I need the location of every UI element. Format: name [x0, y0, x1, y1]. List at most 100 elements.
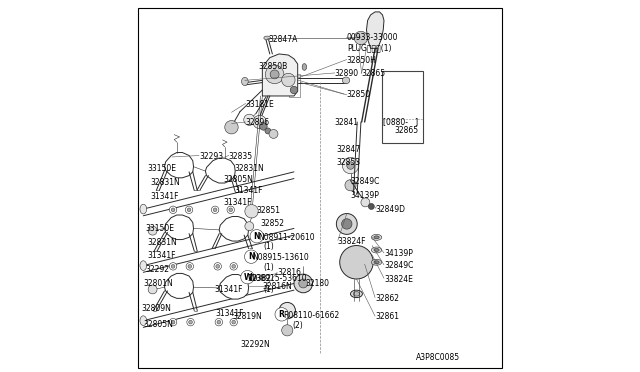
Circle shape — [187, 208, 191, 212]
Circle shape — [250, 230, 264, 243]
Text: 32847: 32847 — [337, 145, 361, 154]
Circle shape — [232, 320, 236, 324]
Circle shape — [342, 219, 352, 229]
Text: N08911-20610: N08911-20610 — [258, 233, 314, 242]
Ellipse shape — [140, 261, 147, 270]
Text: 32850H: 32850H — [347, 56, 377, 65]
Text: 33824E: 33824E — [384, 275, 413, 283]
Circle shape — [241, 270, 254, 284]
Text: R: R — [279, 310, 285, 319]
Circle shape — [187, 318, 195, 326]
Text: N: N — [253, 232, 260, 241]
Text: 00933-33000: 00933-33000 — [347, 33, 398, 42]
Circle shape — [148, 285, 157, 294]
Polygon shape — [164, 273, 193, 298]
Polygon shape — [219, 275, 248, 299]
Circle shape — [216, 264, 220, 268]
Text: 32382: 32382 — [248, 274, 271, 283]
Text: 32862: 32862 — [375, 294, 399, 303]
Circle shape — [170, 206, 177, 214]
Text: 31341F: 31341F — [223, 198, 252, 207]
Text: 32816: 32816 — [277, 268, 301, 277]
Circle shape — [148, 226, 157, 235]
Polygon shape — [390, 87, 405, 119]
Text: 32809N: 32809N — [141, 304, 172, 313]
Text: 32852: 32852 — [260, 219, 285, 228]
Circle shape — [275, 308, 289, 321]
Circle shape — [294, 274, 312, 293]
Circle shape — [269, 129, 278, 138]
Circle shape — [211, 206, 219, 214]
Circle shape — [342, 157, 358, 174]
Text: 32865: 32865 — [394, 126, 419, 135]
Circle shape — [215, 318, 223, 326]
Text: 32849C: 32849C — [384, 262, 413, 270]
Ellipse shape — [264, 36, 271, 40]
Polygon shape — [367, 12, 384, 48]
Circle shape — [282, 325, 293, 336]
Text: 31341F: 31341F — [147, 251, 175, 260]
Polygon shape — [262, 54, 298, 96]
Text: 31341F: 31341F — [151, 192, 179, 201]
Text: 32293: 32293 — [199, 152, 223, 161]
Text: (2): (2) — [292, 321, 303, 330]
Text: 31341F: 31341F — [214, 285, 243, 294]
Text: 32850B: 32850B — [259, 62, 288, 71]
Text: PLUGプラグ(1): PLUGプラグ(1) — [347, 43, 391, 52]
Text: 32865: 32865 — [362, 69, 386, 78]
Text: 33181E: 33181E — [246, 100, 275, 109]
FancyBboxPatch shape — [381, 71, 424, 143]
Circle shape — [230, 318, 237, 326]
Circle shape — [345, 180, 356, 191]
Ellipse shape — [371, 247, 381, 253]
Text: 31341F: 31341F — [234, 186, 263, 195]
Circle shape — [172, 264, 175, 268]
Text: 32292: 32292 — [145, 265, 169, 274]
Text: (1): (1) — [264, 285, 274, 294]
Circle shape — [245, 205, 259, 218]
Circle shape — [340, 246, 373, 279]
Circle shape — [361, 198, 370, 207]
Ellipse shape — [140, 204, 147, 214]
Circle shape — [170, 318, 177, 326]
Text: 32861: 32861 — [375, 312, 399, 321]
Circle shape — [270, 70, 279, 79]
Ellipse shape — [241, 77, 248, 86]
Ellipse shape — [302, 64, 307, 70]
Ellipse shape — [353, 292, 360, 296]
Circle shape — [260, 123, 267, 130]
Ellipse shape — [371, 234, 381, 240]
Text: (1): (1) — [264, 242, 274, 251]
Circle shape — [225, 121, 238, 134]
Circle shape — [279, 302, 296, 319]
Text: A3P8C0085: A3P8C0085 — [416, 353, 460, 362]
Text: R08110-61662: R08110-61662 — [283, 311, 339, 320]
Circle shape — [232, 264, 236, 268]
Text: W08915-53610: W08915-53610 — [248, 274, 307, 283]
Polygon shape — [164, 153, 193, 178]
Circle shape — [229, 208, 232, 212]
Text: 32831N: 32831N — [151, 178, 180, 187]
Circle shape — [227, 206, 234, 214]
Text: 32853: 32853 — [337, 158, 361, 167]
Text: 32819N: 32819N — [232, 312, 262, 321]
Circle shape — [188, 264, 191, 268]
Text: 34139P: 34139P — [384, 249, 413, 258]
Text: 32831N: 32831N — [147, 238, 177, 247]
Text: 33150E: 33150E — [145, 224, 174, 233]
Ellipse shape — [374, 261, 379, 264]
Circle shape — [230, 263, 237, 270]
Circle shape — [214, 263, 221, 270]
Circle shape — [170, 263, 177, 270]
Circle shape — [337, 214, 357, 234]
Ellipse shape — [342, 77, 349, 84]
Text: N: N — [248, 252, 255, 261]
Text: 34139P: 34139P — [351, 191, 380, 200]
Text: 32801N: 32801N — [143, 279, 173, 288]
Text: 33824F: 33824F — [338, 237, 366, 246]
Text: 33150E: 33150E — [147, 164, 176, 173]
Text: 32849C: 32849C — [351, 177, 380, 186]
Ellipse shape — [140, 316, 147, 326]
Text: 32841: 32841 — [335, 118, 359, 126]
Circle shape — [253, 115, 266, 129]
